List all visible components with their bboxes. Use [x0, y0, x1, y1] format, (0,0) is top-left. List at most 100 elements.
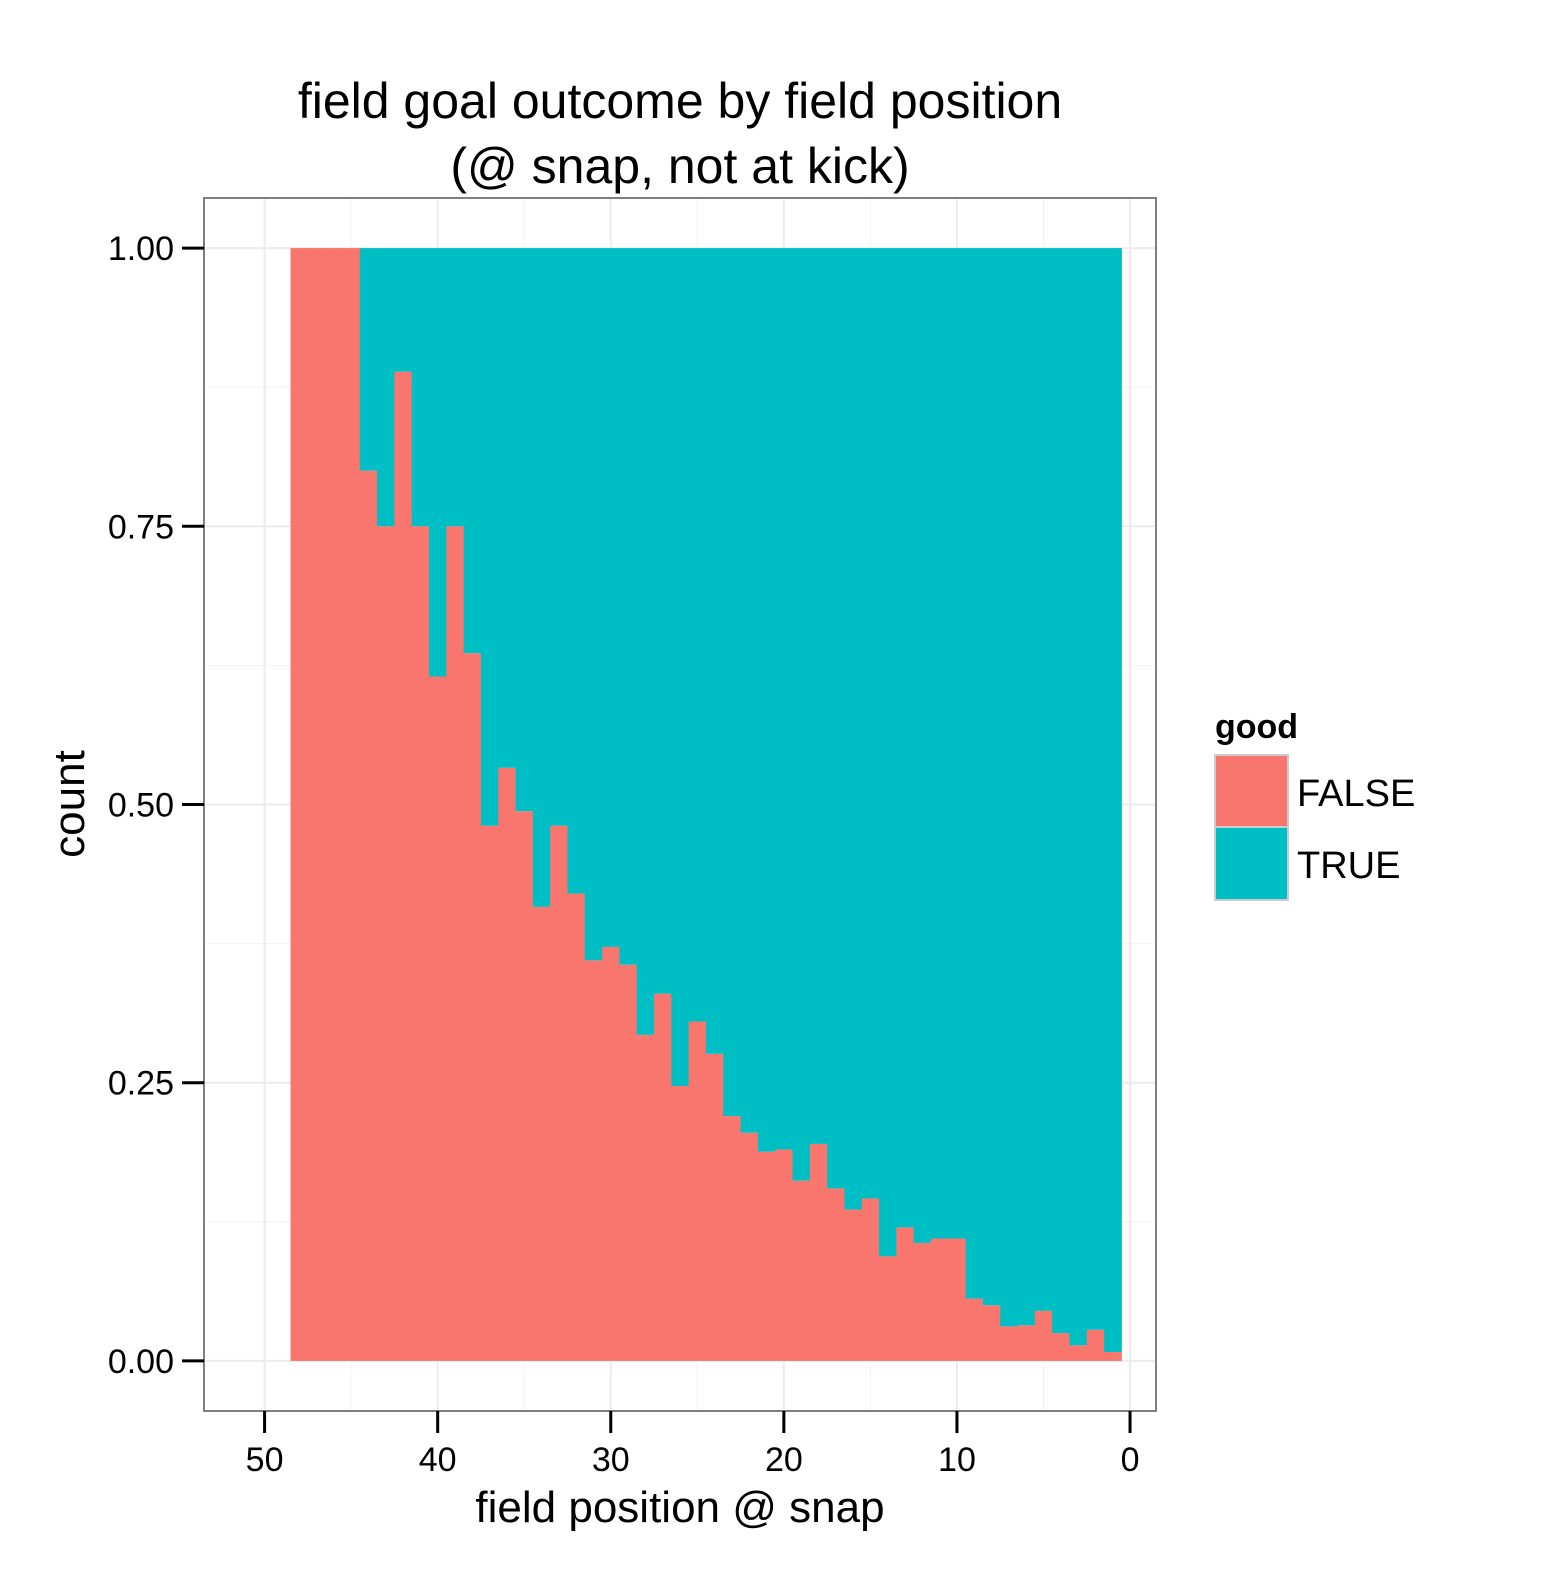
- x-tick-label: 10: [938, 1441, 976, 1479]
- bar-false: [550, 825, 568, 1361]
- x-tick-label: 50: [246, 1441, 284, 1479]
- bar-true: [809, 248, 828, 1144]
- legend-key-false: [1214, 754, 1289, 828]
- bar-false: [913, 1242, 932, 1361]
- bar-false: [394, 371, 413, 1361]
- bar-false: [463, 653, 482, 1361]
- legend-label-true: TRUE: [1297, 845, 1400, 887]
- bar-true: [965, 248, 984, 1299]
- bar-false: [636, 1034, 655, 1361]
- x-tick-label: 0: [1121, 1441, 1140, 1479]
- x-axis-title: field position @ snap: [475, 1483, 884, 1532]
- y-tick-label: 1.00: [108, 230, 174, 268]
- bar-true: [359, 248, 378, 471]
- bar-true: [792, 248, 811, 1181]
- bar-false: [342, 248, 361, 1361]
- bar-true: [411, 248, 430, 527]
- y-tick-label: 0.00: [108, 1343, 174, 1381]
- legend-title: good: [1215, 708, 1298, 746]
- bars: [290, 248, 1122, 1361]
- bar-true: [377, 248, 395, 527]
- bar-true: [671, 248, 690, 1087]
- bar-false: [1104, 1352, 1122, 1361]
- bar-false: [861, 1198, 880, 1361]
- bar-true: [1069, 248, 1088, 1346]
- bar-false: [602, 946, 620, 1361]
- bar-false: [307, 248, 326, 1361]
- bar-true: [844, 248, 863, 1210]
- bar-false: [757, 1151, 776, 1361]
- bar-true: [429, 248, 447, 677]
- y-axis: 0.00 0.25 0.50 0.75 1.00: [108, 230, 204, 1381]
- bar-false: [688, 1021, 707, 1361]
- bar-false: [480, 825, 499, 1361]
- bar-false: [827, 1188, 845, 1361]
- bar-false: [809, 1143, 828, 1361]
- bar-true: [463, 248, 482, 654]
- bar-true: [948, 248, 967, 1239]
- bar-false: [1017, 1325, 1036, 1361]
- bar-false: [948, 1238, 967, 1361]
- bar-false: [896, 1227, 915, 1361]
- bar-true: [654, 248, 672, 994]
- bar-false: [982, 1305, 1001, 1361]
- y-tick-label: 0.50: [108, 787, 174, 825]
- bar-false: [290, 248, 309, 1361]
- bar-false: [359, 470, 378, 1361]
- bar-true: [1000, 248, 1019, 1327]
- y-tick-label: 0.75: [108, 508, 174, 546]
- x-tick-label: 20: [765, 1441, 803, 1479]
- bar-false: [498, 767, 517, 1361]
- bar-true: [740, 248, 759, 1133]
- bar-false: [671, 1086, 690, 1361]
- bar-true: [480, 248, 499, 826]
- x-tick-label: 40: [419, 1441, 457, 1479]
- bar-true: [827, 248, 845, 1189]
- bar-false: [567, 893, 586, 1361]
- bar-true: [930, 248, 949, 1239]
- bar-true: [982, 248, 1001, 1306]
- bar-false: [1069, 1345, 1088, 1361]
- bar-true: [913, 248, 932, 1243]
- bar-false: [792, 1180, 811, 1361]
- bar-false: [879, 1256, 897, 1361]
- bar-true: [532, 248, 551, 907]
- bar-true: [705, 248, 724, 1054]
- chart-title-line-1: field goal outcome by field position: [298, 73, 1062, 129]
- x-tick-label: 30: [592, 1441, 630, 1479]
- bar-true: [619, 248, 638, 965]
- bar-false: [619, 964, 638, 1361]
- bar-true: [602, 248, 620, 947]
- bar-false: [411, 526, 430, 1361]
- bar-false: [844, 1209, 863, 1361]
- bar-true: [446, 248, 465, 527]
- bar-false: [377, 526, 395, 1361]
- bar-false: [532, 906, 551, 1361]
- bar-false: [775, 1149, 794, 1361]
- legend-key-true: [1214, 826, 1289, 901]
- bar-true: [550, 248, 568, 826]
- bar-false: [1034, 1310, 1053, 1361]
- x-axis: 50 40 30 20 10 0: [246, 1411, 1140, 1479]
- bar-true: [498, 248, 517, 768]
- bar-false: [965, 1298, 984, 1361]
- bar-true: [1052, 248, 1070, 1334]
- bar-true: [394, 248, 413, 372]
- bar-false: [1086, 1329, 1105, 1361]
- bar-true: [515, 248, 534, 812]
- bar-false: [1000, 1326, 1019, 1361]
- bar-true: [1104, 248, 1122, 1353]
- bar-false: [930, 1238, 949, 1361]
- bar-true: [879, 248, 897, 1257]
- bar-false: [429, 676, 447, 1361]
- legend: good FALSE TRUE: [1214, 708, 1415, 901]
- chart-title: field goal outcome by field position (@ …: [298, 73, 1062, 194]
- bar-true: [567, 248, 586, 894]
- chart-title-line-2: (@ snap, not at kick): [450, 138, 909, 194]
- bar-true: [636, 248, 655, 1035]
- y-axis-title: count: [45, 750, 94, 858]
- y-tick-label: 0.25: [108, 1065, 174, 1103]
- bar-true: [688, 248, 707, 1022]
- bar-false: [654, 993, 672, 1361]
